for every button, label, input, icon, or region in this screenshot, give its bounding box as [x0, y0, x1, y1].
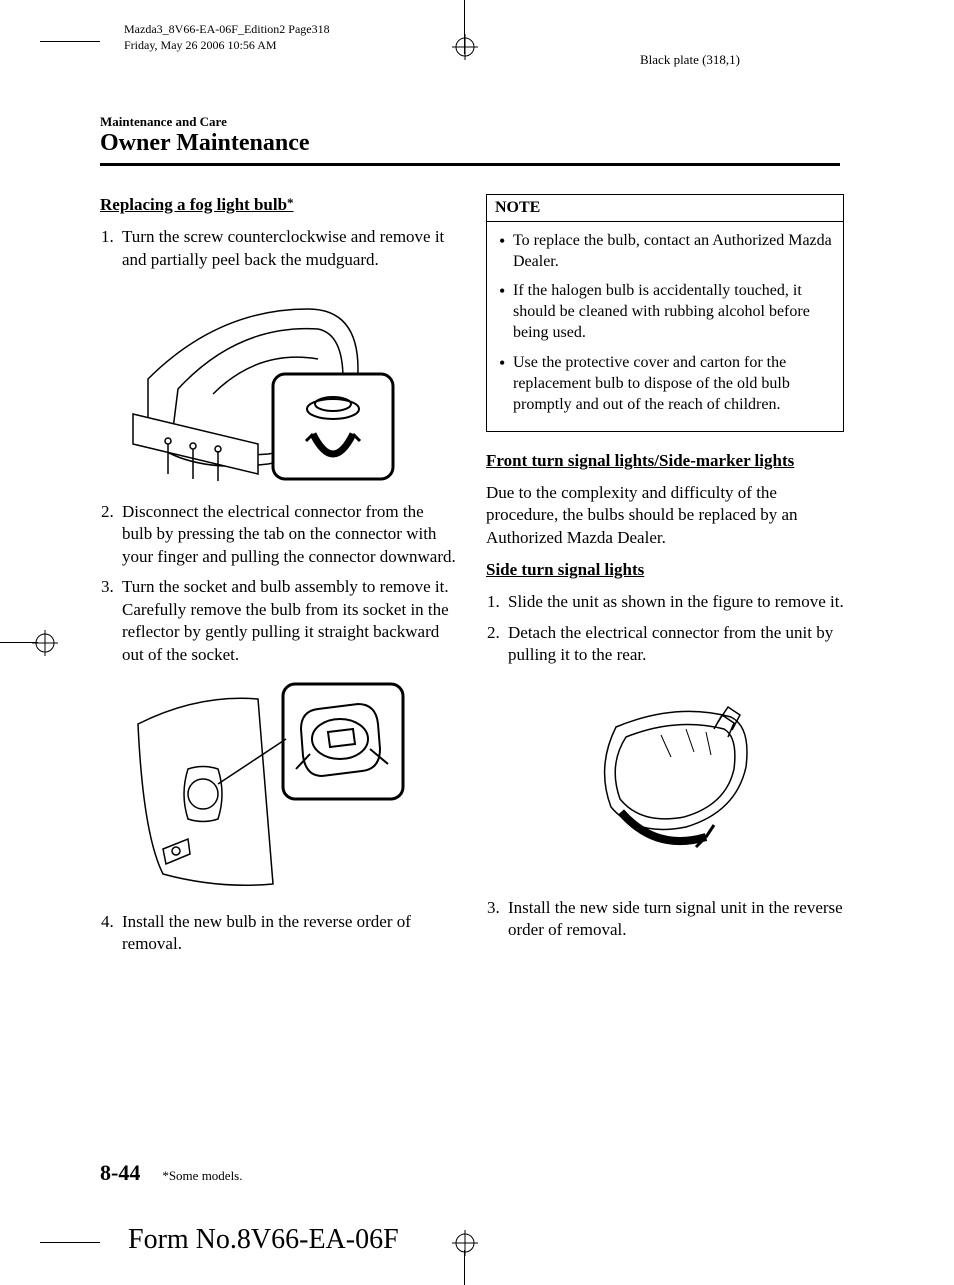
steps-list: Turn the screw counterclockwise and remo…: [100, 226, 458, 271]
note-item: To replace the bulb, contact an Authoriz…: [493, 230, 833, 272]
register-mark-icon: [32, 630, 58, 656]
left-column: Replacing a fog light bulb* Turn the scr…: [100, 194, 458, 964]
crop-mark: [464, 1250, 465, 1285]
footnote: *Some models.: [162, 1168, 242, 1184]
right-column: NOTE To replace the bulb, contact an Aut…: [486, 194, 844, 964]
note-item: Use the protective cover and carton for …: [493, 352, 833, 415]
section-title-side-turn: Side turn signal lights: [486, 559, 844, 581]
asterisk-icon: *: [287, 195, 294, 210]
chapter-header: Maintenance and Care Owner Maintenance: [100, 114, 846, 166]
steps-list: Install the new side turn signal unit in…: [486, 897, 844, 942]
step-item: Install the new bulb in the reverse orde…: [118, 911, 458, 956]
step-item: Turn the socket and bulb assembly to rem…: [118, 576, 458, 666]
register-mark-icon: [452, 34, 478, 60]
chapter-small: Maintenance and Care: [100, 114, 846, 130]
note-header: NOTE: [487, 195, 843, 222]
black-plate-label: Black plate (318,1): [640, 52, 740, 68]
doc-meta: Mazda3_8V66-EA-06F_Edition2 Page318 Frid…: [124, 22, 330, 53]
note-item: If the halogen bulb is accidentally touc…: [493, 280, 833, 343]
section-title-text: Replacing a fog light bulb: [100, 195, 287, 214]
steps-list: Slide the unit as shown in the figure to…: [486, 591, 844, 666]
step-item: Install the new side turn signal unit in…: [504, 897, 844, 942]
figure-mudguard: [118, 279, 418, 489]
step-item: Turn the screw counterclockwise and remo…: [118, 226, 458, 271]
doc-id: Mazda3_8V66-EA-06F_Edition2 Page318: [124, 22, 330, 38]
crop-mark: [40, 1242, 100, 1243]
figure-socket: [118, 674, 418, 899]
note-body: To replace the bulb, contact an Authoriz…: [487, 222, 843, 431]
step-item: Slide the unit as shown in the figure to…: [504, 591, 844, 613]
section-title-front-turn: Front turn signal lights/Side-marker lig…: [486, 450, 844, 472]
step-item: Disconnect the electrical connector from…: [118, 501, 458, 568]
steps-list: Install the new bulb in the reverse orde…: [100, 911, 458, 956]
note-box: NOTE To replace the bulb, contact an Aut…: [486, 194, 844, 432]
page-number: 8-44: [100, 1160, 140, 1186]
figure-side-turn-signal: [566, 697, 866, 867]
section-title-fog-light: Replacing a fog light bulb*: [100, 194, 458, 216]
form-number: Form No.8V66-EA-06F: [128, 1224, 399, 1256]
step-item: Detach the electrical connector from the…: [504, 622, 844, 667]
steps-list: Disconnect the electrical connector from…: [100, 501, 458, 666]
doc-date: Friday, May 26 2006 10:56 AM: [124, 38, 330, 54]
page-footer: 8-44 *Some models.: [100, 1160, 243, 1186]
body-text: Due to the complexity and difficulty of …: [486, 482, 844, 549]
footnote-text: Some models.: [169, 1168, 243, 1183]
crop-mark: [40, 41, 100, 42]
chapter-large: Owner Maintenance: [100, 130, 846, 157]
chapter-rule: [100, 163, 840, 166]
register-mark-icon: [452, 1230, 478, 1256]
